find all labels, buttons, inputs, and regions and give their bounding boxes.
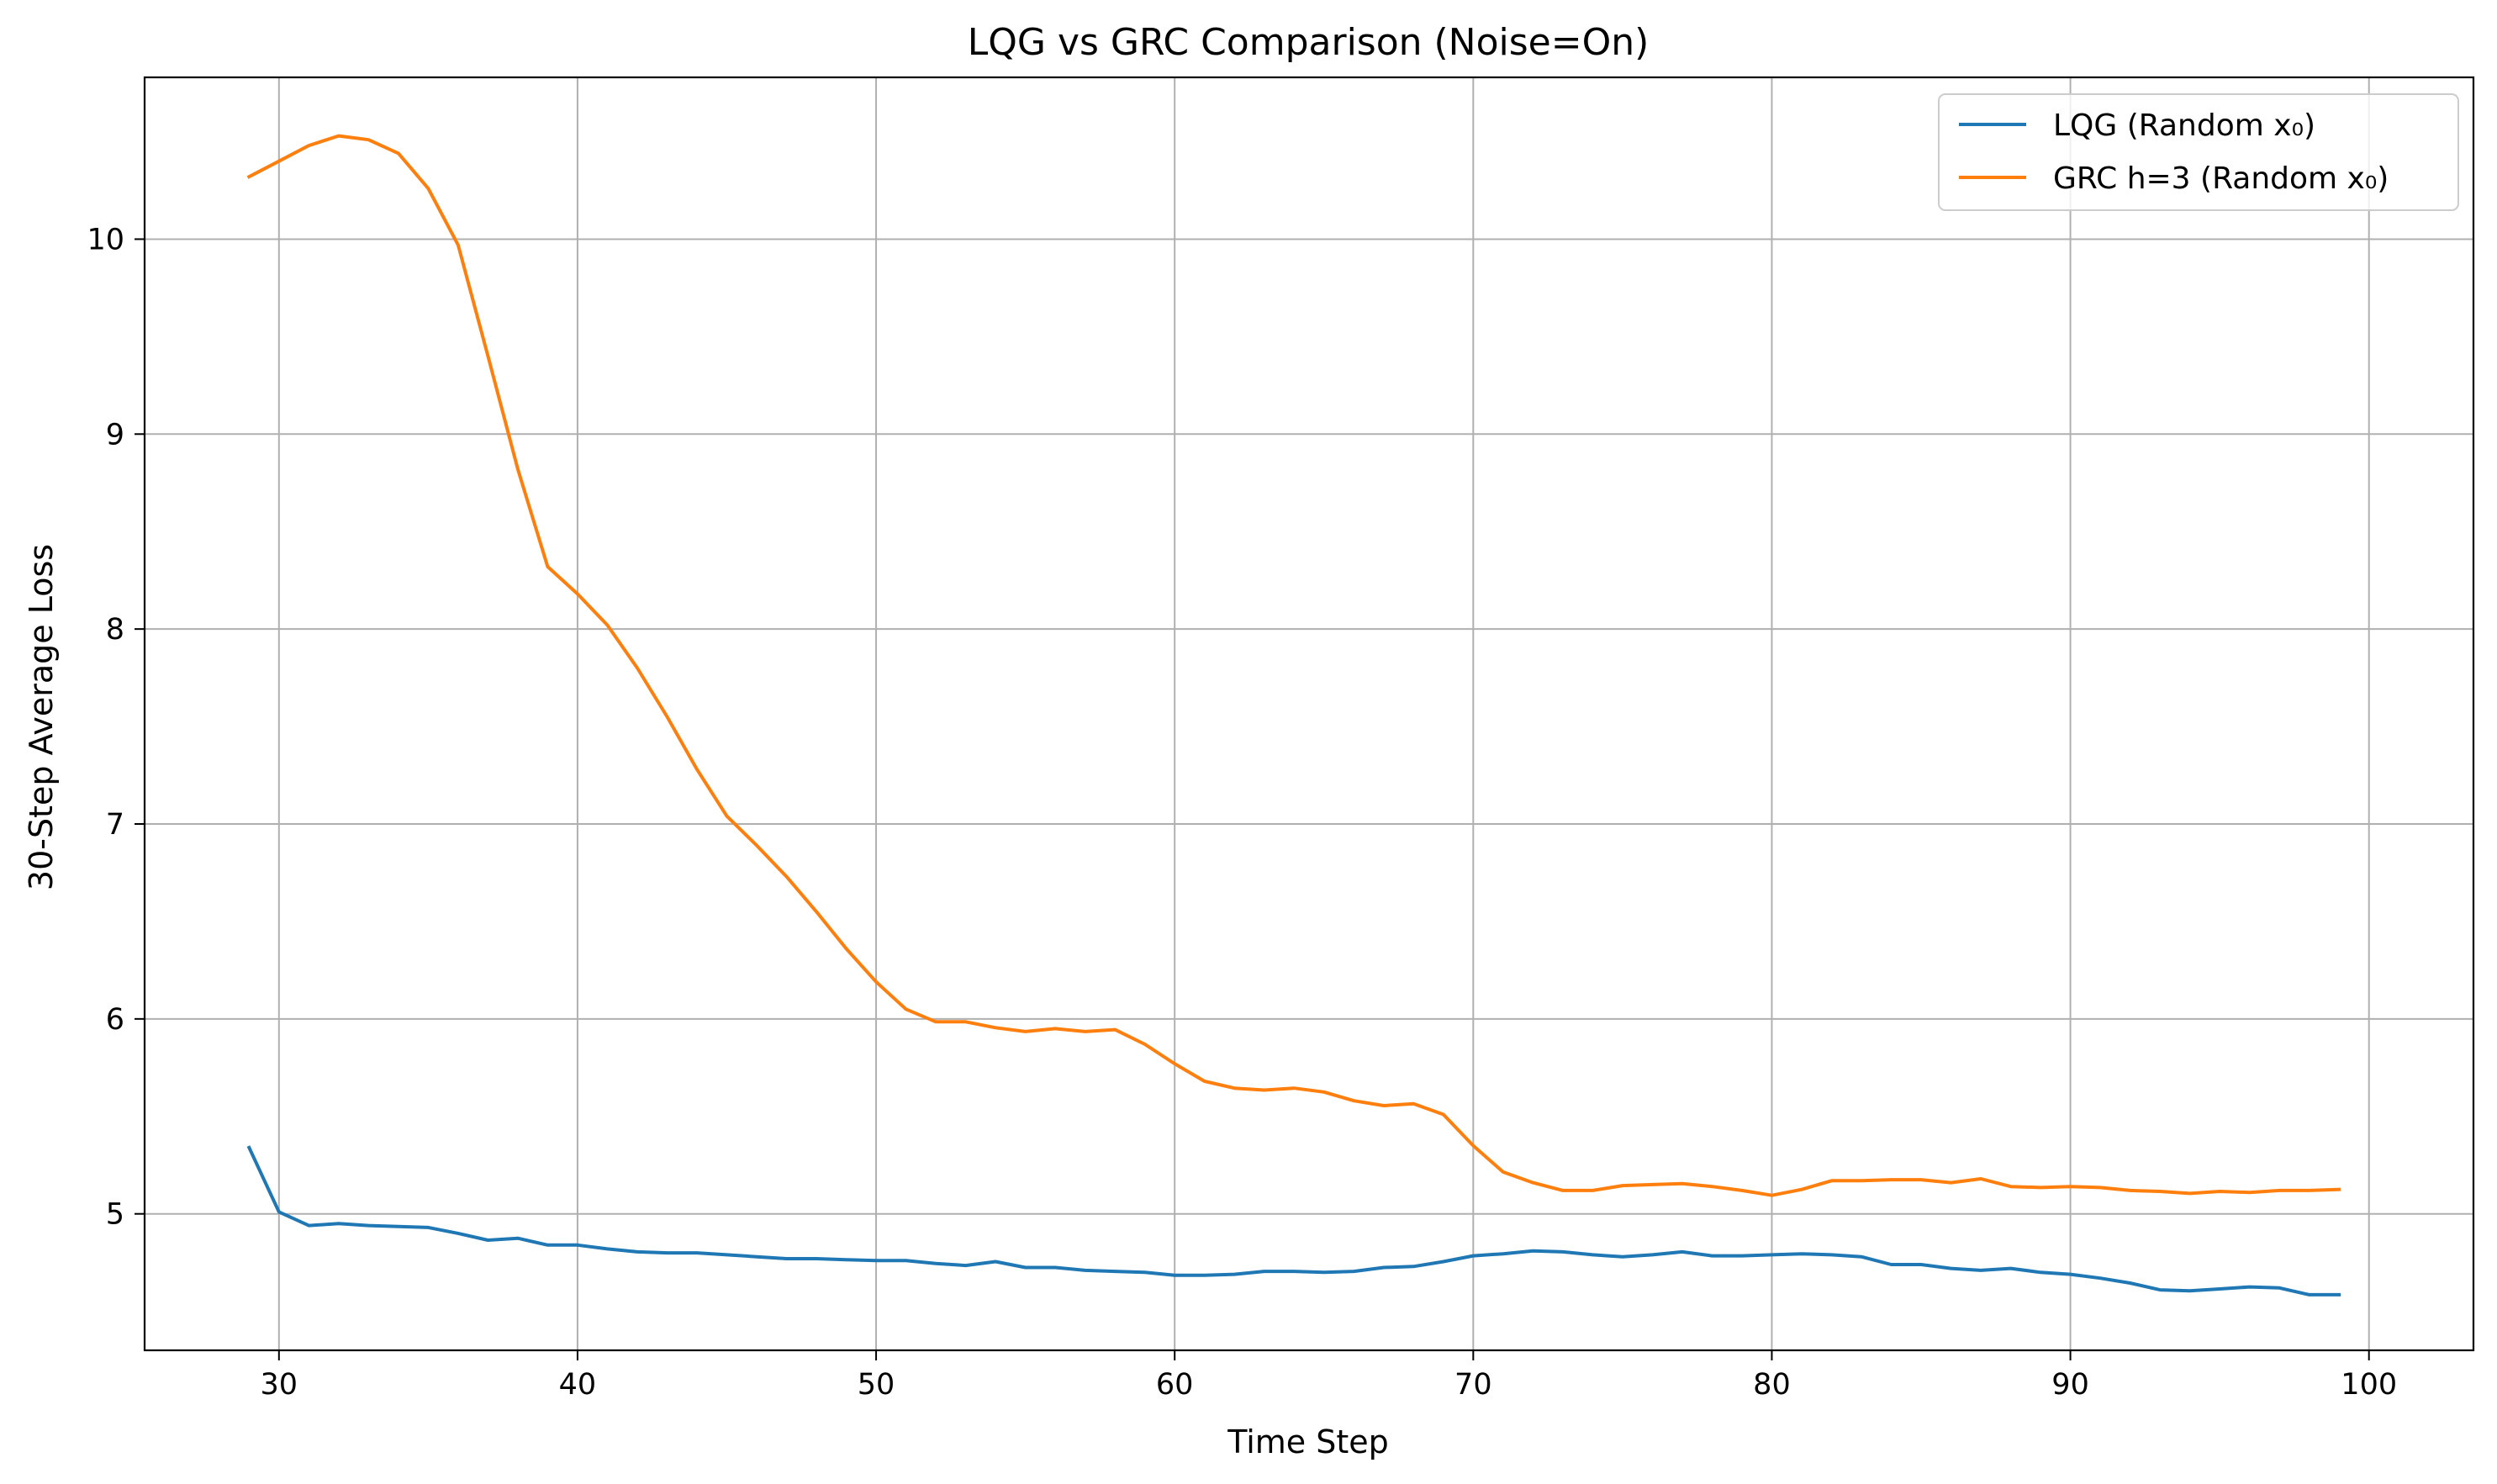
y-tick-label: 9 <box>106 418 124 452</box>
legend-box <box>1938 93 2459 211</box>
ticks: 30 40 50 60 70 80 90 100 5 6 7 8 9 10 <box>87 223 2397 1402</box>
x-tick-label: 80 <box>1753 1368 1791 1402</box>
x-tick-label: 100 <box>2341 1368 2397 1402</box>
legend-label-grc: GRC h=3 (Random x₀) <box>2053 161 2389 196</box>
series-line-grc <box>246 134 2341 1197</box>
x-tick-label: 30 <box>261 1368 298 1402</box>
x-tick-label: 60 <box>1156 1368 1194 1402</box>
y-tick-label: 5 <box>106 1198 124 1232</box>
legend-label-lqg: LQG (Random x₀) <box>2053 108 2315 143</box>
x-tick-label: 70 <box>1454 1368 1492 1402</box>
x-tick-label: 40 <box>559 1368 597 1402</box>
legend: LQG (Random x₀) GRC h=3 (Random x₀) <box>1938 93 2459 211</box>
plot-frame <box>143 76 2475 1352</box>
series-line-lqg <box>246 1145 2341 1297</box>
y-tick-label: 10 <box>87 223 124 256</box>
series-layer <box>246 134 2341 1297</box>
y-tick-label: 8 <box>106 613 124 647</box>
y-tick-label: 6 <box>106 1003 124 1037</box>
y-axis-label: 30-Step Average Loss <box>23 544 60 890</box>
x-tick-label: 50 <box>858 1368 895 1402</box>
y-tick-label: 7 <box>106 808 124 842</box>
chart-title: LQG vs GRC Comparison (Noise=On) <box>968 21 1650 64</box>
x-tick-label: 90 <box>2051 1368 2089 1402</box>
x-axis-label: Time Step <box>1227 1423 1389 1460</box>
grid <box>145 77 2473 1350</box>
